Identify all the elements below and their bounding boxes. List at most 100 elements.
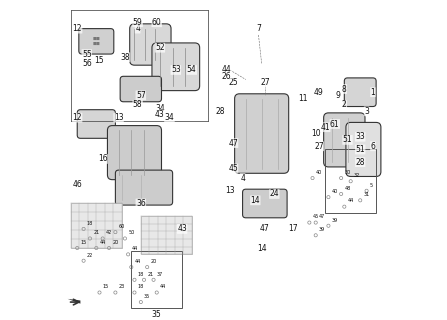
Text: 18: 18	[87, 221, 93, 226]
Text: 56: 56	[82, 59, 92, 68]
FancyBboxPatch shape	[115, 170, 173, 205]
Text: 17: 17	[289, 224, 298, 233]
Text: 41: 41	[320, 123, 330, 132]
Text: 60: 60	[152, 18, 162, 27]
FancyBboxPatch shape	[120, 76, 161, 102]
Text: 3: 3	[364, 107, 369, 116]
Text: 20: 20	[150, 259, 156, 264]
Text: 37: 37	[157, 272, 163, 276]
Text: 51: 51	[343, 135, 352, 144]
Text: 59: 59	[133, 18, 143, 27]
Text: 42: 42	[106, 230, 112, 235]
Text: 32: 32	[354, 173, 360, 178]
FancyBboxPatch shape	[77, 110, 115, 138]
FancyBboxPatch shape	[324, 113, 365, 167]
FancyBboxPatch shape	[79, 28, 114, 54]
Text: 28: 28	[215, 107, 225, 116]
FancyBboxPatch shape	[346, 123, 381, 176]
Text: 48: 48	[344, 186, 350, 191]
Text: 53: 53	[171, 66, 181, 75]
Text: 43: 43	[177, 224, 187, 233]
Text: 44: 44	[222, 66, 232, 75]
Text: 14: 14	[250, 196, 260, 205]
Text: 44: 44	[100, 240, 106, 245]
Text: 14: 14	[257, 244, 266, 252]
Text: 11: 11	[298, 94, 308, 103]
Text: 54: 54	[187, 66, 197, 75]
Text: ■■
■■: ■■ ■■	[93, 37, 100, 46]
Text: 10: 10	[311, 129, 320, 138]
Text: 43: 43	[155, 110, 165, 119]
Text: 44: 44	[347, 198, 354, 204]
Text: 16: 16	[98, 155, 107, 164]
Text: 1: 1	[371, 88, 375, 97]
Text: 57: 57	[136, 91, 146, 100]
Text: 44: 44	[131, 246, 138, 251]
Text: 24: 24	[270, 189, 279, 198]
Text: 47: 47	[319, 214, 325, 220]
Text: 52: 52	[155, 43, 165, 52]
Text: 18: 18	[138, 272, 144, 276]
Text: 15: 15	[103, 284, 109, 289]
Text: 36: 36	[136, 199, 146, 208]
Text: 13: 13	[114, 113, 123, 122]
Text: 38: 38	[120, 53, 130, 62]
Text: 55: 55	[82, 50, 92, 59]
Text: 28: 28	[355, 158, 365, 167]
FancyBboxPatch shape	[107, 125, 161, 180]
Text: 12: 12	[72, 24, 82, 33]
Text: 13: 13	[225, 186, 235, 195]
Text: 5: 5	[370, 183, 373, 188]
Text: 47: 47	[228, 139, 238, 148]
Text: 30: 30	[344, 170, 350, 175]
Text: 49: 49	[314, 88, 324, 97]
Polygon shape	[67, 299, 80, 304]
Text: 21: 21	[93, 230, 99, 235]
Bar	[71, 204, 122, 248]
Bar	[325, 149, 376, 213]
Text: 35: 35	[144, 294, 150, 299]
Text: 15: 15	[95, 56, 104, 65]
Text: 7: 7	[256, 24, 261, 33]
FancyBboxPatch shape	[235, 94, 289, 173]
Text: 9: 9	[336, 91, 341, 100]
Text: 39: 39	[319, 227, 325, 232]
Text: 44: 44	[135, 259, 141, 264]
Text: 33: 33	[355, 132, 365, 141]
Text: 58: 58	[133, 100, 143, 109]
Text: 4: 4	[240, 173, 245, 182]
Text: 12: 12	[72, 113, 82, 122]
Text: 50: 50	[128, 230, 135, 235]
Text: 45: 45	[228, 164, 238, 173]
Text: 31: 31	[363, 192, 370, 197]
Text: 2: 2	[342, 100, 347, 109]
Text: 44: 44	[160, 284, 166, 289]
Text: 21: 21	[147, 272, 153, 276]
Text: 61: 61	[330, 119, 340, 129]
FancyBboxPatch shape	[344, 78, 376, 107]
Text: 46: 46	[72, 180, 82, 189]
Text: 20: 20	[112, 240, 118, 245]
Text: 45: 45	[312, 214, 319, 220]
Text: 4: 4	[135, 24, 140, 33]
Text: 25: 25	[228, 78, 238, 87]
Text: 35: 35	[152, 310, 162, 319]
Text: 39: 39	[332, 218, 338, 223]
Text: 40: 40	[332, 189, 338, 194]
Text: 27: 27	[260, 78, 270, 87]
Text: 18: 18	[138, 284, 144, 289]
Bar	[131, 251, 182, 308]
Text: 6: 6	[371, 142, 375, 151]
Text: 47: 47	[260, 224, 270, 233]
Text: 15: 15	[80, 240, 87, 245]
Bar	[141, 216, 192, 254]
FancyBboxPatch shape	[152, 43, 200, 91]
Text: 8: 8	[342, 84, 347, 93]
Text: 23: 23	[118, 284, 125, 289]
FancyBboxPatch shape	[243, 189, 287, 218]
Text: 27: 27	[314, 142, 324, 151]
Text: 34: 34	[164, 113, 174, 122]
Text: 22: 22	[87, 252, 93, 258]
FancyBboxPatch shape	[130, 24, 171, 65]
Text: 60: 60	[118, 224, 125, 229]
